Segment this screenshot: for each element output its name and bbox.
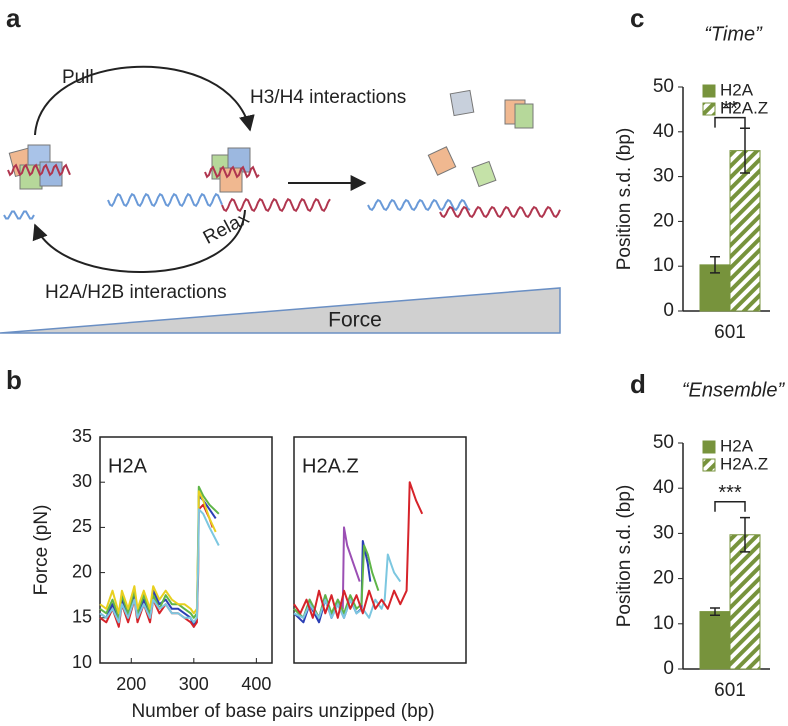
significance: *** bbox=[718, 482, 742, 504]
error-bar bbox=[710, 256, 720, 274]
y-tick-label: 10 bbox=[653, 255, 674, 276]
y-tick-label: 0 bbox=[663, 300, 674, 321]
y-axis-label: Force (pN) bbox=[31, 505, 52, 596]
dna bbox=[367, 198, 471, 212]
dna bbox=[439, 205, 561, 219]
h3h4-label: H3/H4 interactions bbox=[250, 87, 406, 108]
force-wedge bbox=[0, 287, 561, 334]
panel-label: a bbox=[6, 3, 21, 33]
legend-swatch bbox=[702, 458, 716, 472]
y-tick-label: 10 bbox=[72, 652, 92, 672]
bar bbox=[729, 534, 761, 670]
force-label: Force bbox=[328, 309, 382, 332]
y-tick-label: 30 bbox=[653, 522, 674, 543]
legend-label: H2A bbox=[720, 436, 754, 455]
y-tick-label: 40 bbox=[653, 477, 674, 498]
panel-label: b bbox=[6, 365, 22, 395]
x-tick-label: 601 bbox=[714, 680, 746, 701]
x-axis-label: Number of base pairs unzipped (bp) bbox=[131, 701, 434, 722]
legend-swatch bbox=[702, 440, 716, 454]
y-axis-label: Position s.d. (bp) bbox=[614, 128, 635, 271]
chart-title: “Ensemble” bbox=[682, 379, 786, 401]
diagram bbox=[0, 65, 561, 334]
dna bbox=[7, 163, 71, 177]
y-tick-label: 10 bbox=[653, 613, 674, 634]
trace bbox=[293, 553, 402, 619]
y-tick-label: 20 bbox=[72, 561, 92, 581]
y-tick-label: 20 bbox=[653, 210, 674, 231]
legend-swatch bbox=[702, 84, 716, 98]
error-bar bbox=[740, 127, 750, 174]
bar bbox=[729, 150, 761, 312]
trace bbox=[293, 544, 380, 619]
y-tick-label: 35 bbox=[72, 426, 92, 446]
relax-label: Relax bbox=[200, 207, 253, 249]
y-axis-label: Position s.d. (bp) bbox=[614, 485, 635, 628]
y-tick-label: 0 bbox=[663, 658, 674, 679]
panel-label: c bbox=[630, 3, 644, 33]
y-tick-label: 20 bbox=[653, 568, 674, 589]
dna bbox=[221, 197, 331, 213]
pull-arrow bbox=[34, 65, 255, 136]
plot-frame bbox=[99, 436, 273, 664]
legend-label: H2A bbox=[720, 80, 754, 99]
x-tick-label: 300 bbox=[179, 674, 209, 694]
x-tick-label: 200 bbox=[116, 674, 146, 694]
significance: ** bbox=[722, 98, 738, 120]
y-tick-label: 30 bbox=[72, 471, 92, 491]
panel-sublabel: H2A.Z bbox=[302, 455, 359, 477]
dna bbox=[107, 192, 223, 208]
significance-bracket bbox=[714, 116, 746, 128]
x-tick-label: 601 bbox=[714, 322, 746, 343]
y-tick-label: 25 bbox=[72, 516, 92, 536]
pull-label: Pull bbox=[62, 67, 94, 88]
trace bbox=[293, 481, 424, 619]
panel-sublabel: H2A bbox=[108, 455, 148, 477]
dna bbox=[3, 210, 35, 220]
bar bbox=[699, 611, 731, 670]
error-bar bbox=[710, 607, 720, 616]
h2ah2b-label: H2A/H2B interactions bbox=[45, 282, 227, 303]
x-tick-label: 400 bbox=[241, 674, 271, 694]
y-tick-label: 40 bbox=[653, 121, 674, 142]
legend-label: H2A.Z bbox=[720, 454, 768, 473]
y-tick-label: 15 bbox=[72, 607, 92, 627]
plot-frame bbox=[293, 436, 467, 664]
y-tick-label: 50 bbox=[653, 432, 674, 453]
trace bbox=[99, 508, 220, 624]
significance-bracket bbox=[714, 501, 746, 512]
panel-label: d bbox=[630, 369, 646, 399]
legend-swatch bbox=[702, 102, 716, 116]
dna bbox=[204, 165, 260, 179]
relax-arrow bbox=[32, 209, 246, 274]
legend-label: H2A.Z bbox=[720, 98, 768, 117]
y-tick-label: 30 bbox=[653, 166, 674, 187]
chart-title: “Time” bbox=[704, 23, 763, 45]
error-bar bbox=[740, 516, 750, 553]
y-tick-label: 50 bbox=[653, 76, 674, 97]
